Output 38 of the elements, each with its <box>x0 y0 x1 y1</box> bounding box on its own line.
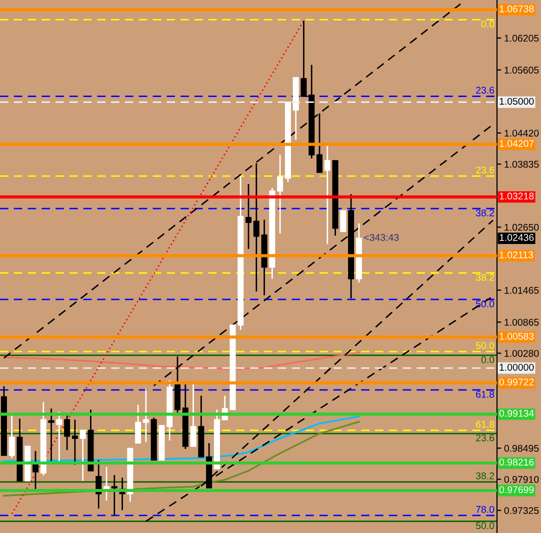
ref-line-label: 1.00583 <box>500 332 534 340</box>
annotation: 50.0 <box>476 300 494 308</box>
y-tick-label: 1.06205 <box>504 34 539 42</box>
ref-line-label: 1.03218 <box>500 192 534 200</box>
ref-line-label: 1.05000 <box>500 98 534 105</box>
annotation: 78.0 <box>476 506 494 513</box>
ref-line-label: 0.98216 <box>499 458 534 466</box>
annotation: 61.8 <box>476 420 494 428</box>
ref-line-label: 1.06738 <box>500 5 534 12</box>
annotation: <343:43 <box>364 234 399 241</box>
annotation: 1.02436 <box>500 234 534 241</box>
annotation: 50.0 <box>476 522 494 530</box>
annotation: 0.0 <box>481 20 494 28</box>
annotation: 38.2 <box>476 209 494 216</box>
annotation: 23.6 <box>476 434 494 442</box>
ref-line-label: 1.02113 <box>500 251 533 258</box>
annotation: 38.2 <box>476 274 494 281</box>
y-tick-label: 1.00865 <box>504 318 539 326</box>
annotation: 61.8 <box>476 390 494 398</box>
ref-line-label: 1.04207 <box>500 140 534 147</box>
y-tick-label: 1.00280 <box>504 350 539 357</box>
ref-line-label: 1.00000 <box>500 364 534 371</box>
annotation: 38.2 <box>476 472 494 480</box>
ref-line-label: 0.99722 <box>499 378 534 386</box>
y-tick-label: 1.04420 <box>504 130 539 137</box>
y-tick-label: 1.02650 <box>504 224 539 231</box>
y-tick-label: 1.03835 <box>504 160 539 168</box>
y-tick-label: 0.97910 <box>504 476 539 483</box>
annotation: 50.0 <box>476 342 494 349</box>
y-tick-label: 1.01465 <box>504 286 539 294</box>
ref-line-label: 0.99134 <box>499 410 534 417</box>
annotation: 23.6 <box>476 86 494 94</box>
annotation: 0.0 <box>481 356 494 364</box>
ref-line-label: 0.97699 <box>499 486 534 494</box>
y-tick-label: 0.97325 <box>504 507 539 514</box>
y-tick-label: 0.98495 <box>504 444 539 452</box>
y-tick-label: 1.05605 <box>504 66 539 74</box>
annotation: 23.6 <box>476 166 494 174</box>
